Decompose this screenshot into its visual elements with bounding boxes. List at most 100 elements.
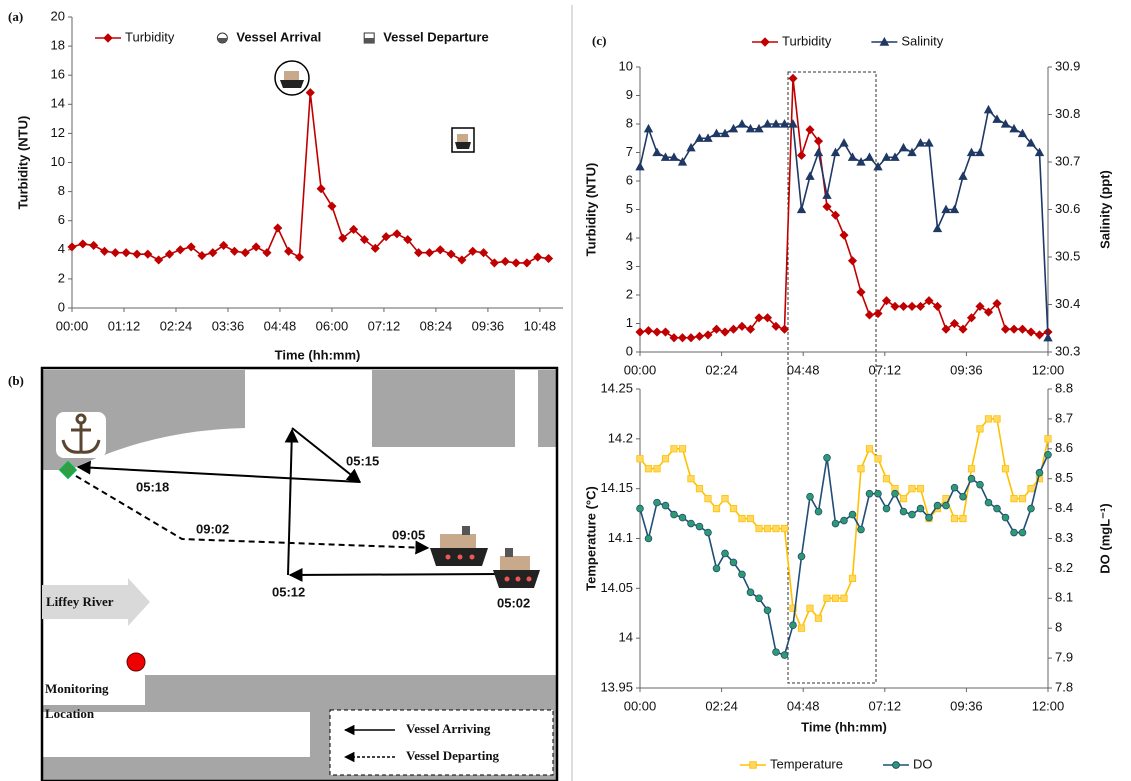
data-point (824, 595, 830, 601)
y-tick-label: 8 (626, 115, 633, 130)
data-point (909, 511, 916, 518)
y-tick-label: 1 (626, 315, 633, 330)
data-point (781, 525, 787, 531)
data-point (739, 571, 746, 578)
data-point (679, 514, 686, 521)
y-tick-label: 4 (626, 229, 633, 244)
legend-label: Vessel Arriving (406, 721, 491, 736)
x-tick-label: 09:36 (950, 362, 983, 377)
data-point (807, 605, 813, 611)
data-point (841, 517, 848, 524)
y2-tick-label: 30.7 (1055, 153, 1080, 168)
data-point (747, 589, 754, 596)
y2-tick-label: 30.5 (1055, 248, 1080, 263)
y2-tick-label: 30.3 (1055, 343, 1080, 358)
data-point (790, 622, 797, 629)
y-tick-label: 6 (58, 212, 65, 227)
y2-tick-label: 7.9 (1055, 650, 1073, 665)
y-tick-label: 5 (626, 201, 633, 216)
y2-tick-label: 8.5 (1055, 470, 1073, 485)
panel-label: (b) (8, 373, 24, 388)
data-point (713, 565, 720, 572)
data-point (1028, 505, 1035, 512)
y-tick-label: 16 (51, 67, 65, 82)
data-point (722, 495, 728, 501)
y2-tick-label: 30.9 (1055, 58, 1080, 73)
data-point (985, 499, 992, 506)
data-point (730, 505, 736, 511)
y-tick-label: 14.1 (608, 530, 633, 545)
y-axis-title: Temperature (°C) (583, 486, 598, 591)
data-point (934, 502, 941, 509)
data-point (705, 495, 711, 501)
data-point (917, 505, 924, 512)
y-tick-label: 0 (626, 343, 633, 358)
x-tick-label: 09:36 (472, 318, 505, 333)
data-point (645, 466, 651, 472)
y2-tick-label: 8.7 (1055, 410, 1073, 425)
x-tick-label: 04:48 (264, 318, 297, 333)
time-label: 09:02 (196, 521, 229, 536)
data-point (654, 466, 660, 472)
x-tick-label: 08:24 (420, 318, 453, 333)
data-point (1036, 469, 1043, 476)
x-tick-label: 01:12 (108, 318, 141, 333)
y-tick-label: 10 (51, 154, 65, 169)
data-point (654, 499, 661, 506)
y2-tick-label: 30.8 (1055, 106, 1080, 121)
y-tick-label: 14.25 (600, 380, 633, 395)
legend-label: Salinity (901, 33, 943, 48)
legend-label: Temperature (770, 756, 843, 771)
x-tick-label: 12:00 (1032, 362, 1065, 377)
data-point (875, 490, 882, 497)
data-point (858, 466, 864, 472)
y-tick-label: 9 (626, 87, 633, 102)
y-tick-label: 10 (619, 58, 633, 73)
x-tick-label: 12:00 (1032, 698, 1065, 713)
legend-label: Vessel Departure (383, 29, 489, 44)
x-tick-label: 07:12 (869, 362, 902, 377)
data-point (841, 595, 847, 601)
time-label: 05:18 (136, 479, 169, 494)
data-point (1045, 451, 1052, 458)
data-point (977, 426, 983, 432)
data-point (739, 515, 745, 521)
data-point (1019, 529, 1026, 536)
data-point (849, 511, 856, 518)
legend-label: Turbidity (125, 29, 175, 44)
y2-tick-label: 8.8 (1055, 380, 1073, 395)
y-tick-label: 14 (51, 96, 65, 111)
y-tick-label: 0 (58, 299, 65, 314)
data-point (705, 529, 712, 536)
data-point (875, 456, 881, 462)
data-point (798, 553, 805, 560)
x-tick-label: 03:36 (212, 318, 245, 333)
data-point (781, 652, 788, 659)
data-point (764, 607, 771, 614)
data-point (951, 515, 957, 521)
data-point (883, 476, 889, 482)
data-point (688, 476, 694, 482)
x-tick-label: 00:00 (56, 318, 89, 333)
y2-axis-title: DO (mgL⁻¹) (1097, 503, 1112, 573)
data-point (1045, 436, 1051, 442)
map-legend (330, 710, 553, 775)
data-point (688, 520, 695, 527)
legend-icon (364, 38, 374, 43)
time-label: 05:12 (272, 584, 305, 599)
y2-tick-label: 8.1 (1055, 590, 1073, 605)
data-point (773, 525, 779, 531)
y-tick-label: 6 (626, 172, 633, 187)
y-tick-label: 7 (626, 144, 633, 159)
river-label: Liffey River (46, 594, 114, 609)
y-tick-label: 14 (619, 630, 633, 645)
data-point (756, 595, 763, 602)
data-point (645, 535, 652, 542)
y2-tick-label: 8 (1055, 620, 1062, 635)
y-tick-label: 4 (58, 241, 65, 256)
data-point (807, 493, 814, 500)
vessel-arrival-icon (275, 61, 309, 95)
y2-tick-label: 8.4 (1055, 500, 1073, 515)
data-point (722, 550, 729, 557)
data-point (1019, 495, 1025, 501)
